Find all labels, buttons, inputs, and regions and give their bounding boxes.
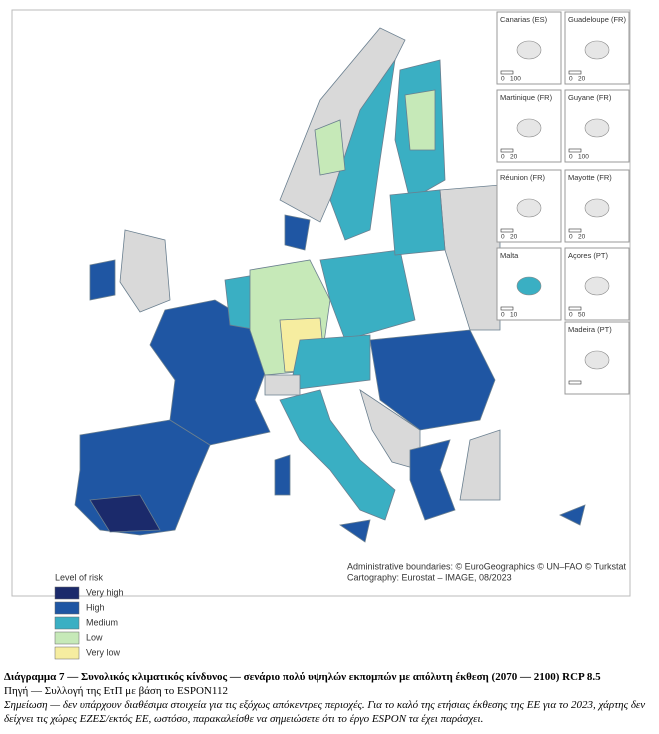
non-eu-land xyxy=(459,429,501,501)
non-eu-land xyxy=(359,389,421,471)
scale-label: 0 xyxy=(501,312,505,319)
inset-land xyxy=(584,198,610,218)
scale-label: 100 xyxy=(510,76,521,83)
region xyxy=(274,454,291,496)
legend-label: High xyxy=(86,602,105,612)
scale-label: 10 xyxy=(510,312,518,319)
inset-label: Martinique (FR) xyxy=(500,93,553,102)
scale-bar xyxy=(500,148,514,153)
region xyxy=(389,189,446,256)
inset-land xyxy=(516,198,542,218)
region xyxy=(284,214,311,251)
legend-label: Very high xyxy=(86,587,124,597)
inset-land xyxy=(516,118,542,138)
scale-label: 0 xyxy=(569,76,573,83)
region xyxy=(559,504,586,526)
scale-bar xyxy=(500,228,514,233)
scale-label: 0 xyxy=(501,154,505,161)
scale-label: 0 xyxy=(569,154,573,161)
scale-label: 20 xyxy=(578,234,586,241)
inset-land xyxy=(584,276,610,296)
scale-bar xyxy=(500,306,514,311)
scale-bar xyxy=(568,228,582,233)
scale-label: 100 xyxy=(578,154,589,161)
region xyxy=(314,119,346,176)
scale-label: 0 xyxy=(569,234,573,241)
inset-land xyxy=(516,276,542,296)
non-eu-land xyxy=(119,229,171,313)
region xyxy=(404,89,436,151)
region xyxy=(319,249,416,341)
scale-bar xyxy=(568,306,582,311)
inset-label: Mayotte (FR) xyxy=(568,173,612,182)
scale-label: 20 xyxy=(510,234,518,241)
legend-swatch xyxy=(54,601,80,615)
scale-label: 0 xyxy=(569,312,573,319)
inset-label: Açores (PT) xyxy=(568,251,609,260)
credit: Administrative boundaries: © EuroGeograp… xyxy=(347,561,627,571)
inset-land xyxy=(584,118,610,138)
inset-land xyxy=(584,350,610,370)
non-eu-land xyxy=(264,374,301,396)
legend-label: Very low xyxy=(86,647,121,657)
scale-label: 20 xyxy=(578,76,586,83)
region xyxy=(89,494,161,533)
region xyxy=(338,519,371,543)
caption-title: Διάγραμμα 7 — Συνολικός κλιματικός κίνδυ… xyxy=(4,671,601,683)
scale-label: 0 xyxy=(501,234,505,241)
legend-label: Low xyxy=(86,632,103,642)
legend-label: Medium xyxy=(86,617,118,627)
region xyxy=(279,389,396,521)
region xyxy=(409,439,456,521)
legend-swatch xyxy=(54,646,80,660)
scale-bar xyxy=(568,70,582,75)
scale-label: 20 xyxy=(510,154,518,161)
scale-bar xyxy=(500,70,514,75)
inset-label: Canarias (ES) xyxy=(500,15,548,24)
region xyxy=(89,259,116,301)
scale-label: 0 xyxy=(501,76,505,83)
legend-title: Level of risk xyxy=(55,572,104,582)
scale-bar xyxy=(568,380,582,385)
caption-note: Σημείωση — δεν υπάρχουν διαθέσιμα στοιχε… xyxy=(4,699,646,725)
region xyxy=(289,334,371,391)
legend-swatch xyxy=(54,631,80,645)
inset-label: Madeira (PT) xyxy=(568,325,612,334)
inset-label: Réunion (FR) xyxy=(500,173,546,182)
non-eu-land xyxy=(279,27,406,223)
credit: Cartography: Eurostat – IMAGE, 08/2023 xyxy=(347,572,512,582)
scale-label: 50 xyxy=(578,312,586,319)
region xyxy=(369,329,496,431)
inset-label: Guadeloupe (FR) xyxy=(568,15,626,24)
inset-label: Guyane (FR) xyxy=(568,93,612,102)
inset-land xyxy=(516,40,542,60)
legend-swatch xyxy=(54,586,80,600)
inset-land xyxy=(584,40,610,60)
legend-swatch xyxy=(54,616,80,630)
scale-bar xyxy=(568,148,582,153)
region xyxy=(329,59,396,241)
caption-source: Πηγή — Συλλογή της ΕτΠ με βάση το ESPON1… xyxy=(4,685,228,697)
inset-label: Malta xyxy=(500,251,519,260)
